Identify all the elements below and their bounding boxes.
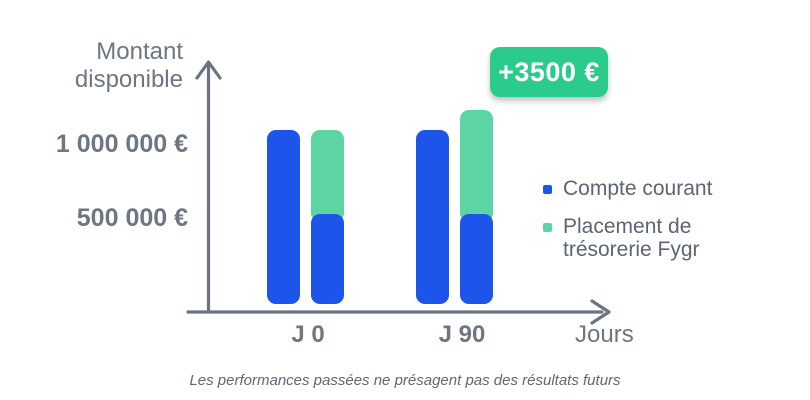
bar-j90-compte-courant [416,130,449,304]
x-axis-title: Jours [575,321,634,348]
y-axis-title: Montant disponible [74,38,183,93]
legend-item-compte-courant: Compte courant [543,177,738,200]
y-tick-1000000: 1 000 000 € [55,130,188,158]
blue-swatch-icon [543,185,552,194]
legend-label-compte-courant: Compte courant [563,177,713,200]
x-tick-j90: J 90 [438,321,486,348]
green-swatch-icon [543,223,552,232]
bar-j90-placement-green-segment [460,110,493,222]
y-tick-500000: 500 000 € [76,204,188,232]
bar-j0-placement-blue-base-segment [311,214,344,304]
bar-j90-placement-blue-base-segment [460,214,493,304]
x-tick-j0: J 0 [291,321,325,348]
legend: Compte courant Placement de trésorerie F… [543,177,738,261]
y-axis-arrowhead-icon [195,60,222,80]
bar-j0-compte-courant [267,130,300,304]
gain-badge: +3500 € [490,47,608,97]
legend-label-placement: Placement de trésorerie Fygr [563,215,700,261]
legend-item-placement: Placement de trésorerie Fygr [543,215,738,261]
x-axis-arrowhead-icon [590,299,611,325]
disclaimer-footnote: Les performances passées ne présagent pa… [189,372,621,389]
bar-j0-placement-green-segment [311,130,344,222]
